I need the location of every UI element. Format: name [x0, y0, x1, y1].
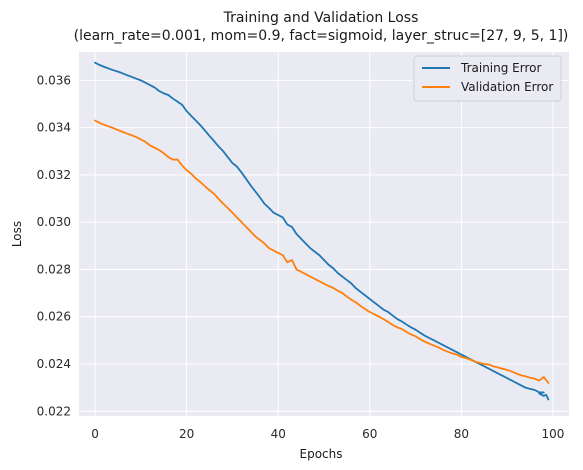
y-tick-label: 0.026 [37, 310, 71, 324]
y-tick-label: 0.028 [37, 262, 71, 276]
plot-area [79, 52, 569, 416]
x-tick-label: 20 [179, 427, 194, 441]
y-tick-label: 0.024 [37, 357, 71, 371]
x-tick-label: 80 [454, 427, 469, 441]
x-tick-label: 40 [271, 427, 286, 441]
y-tick-label: 0.034 [37, 121, 71, 135]
x-tick-label: 0 [91, 427, 99, 441]
validation-error-line [94, 119, 550, 384]
x-axis-label: Epochs [300, 447, 343, 461]
series-lines [94, 61, 550, 401]
y-tick-label: 0.036 [37, 73, 71, 87]
legend-label-validation: Validation Error [461, 80, 553, 94]
legend: Training Error Validation Error [413, 55, 562, 102]
legend-label-training: Training Error [460, 61, 541, 75]
chart-title: Training and Validation Loss [223, 10, 419, 26]
y-tick-label: 0.030 [37, 215, 71, 229]
x-tick-label: 60 [362, 427, 377, 441]
y-tick-label: 0.032 [37, 168, 71, 182]
y-axis-label: Loss [10, 221, 24, 247]
x-tick-label: 100 [542, 427, 565, 441]
y-tick-label: 0.022 [37, 404, 71, 418]
chart-subtitle: (learn_rate=0.001, mom=0.9, fact=sigmoid… [74, 28, 569, 44]
tick-labels: 0 20 40 60 80 100 0.022 0.024 0.026 0.028 0.030 0.0… [37, 73, 565, 441]
training-error-line [94, 61, 550, 401]
legend-box [413, 55, 562, 102]
